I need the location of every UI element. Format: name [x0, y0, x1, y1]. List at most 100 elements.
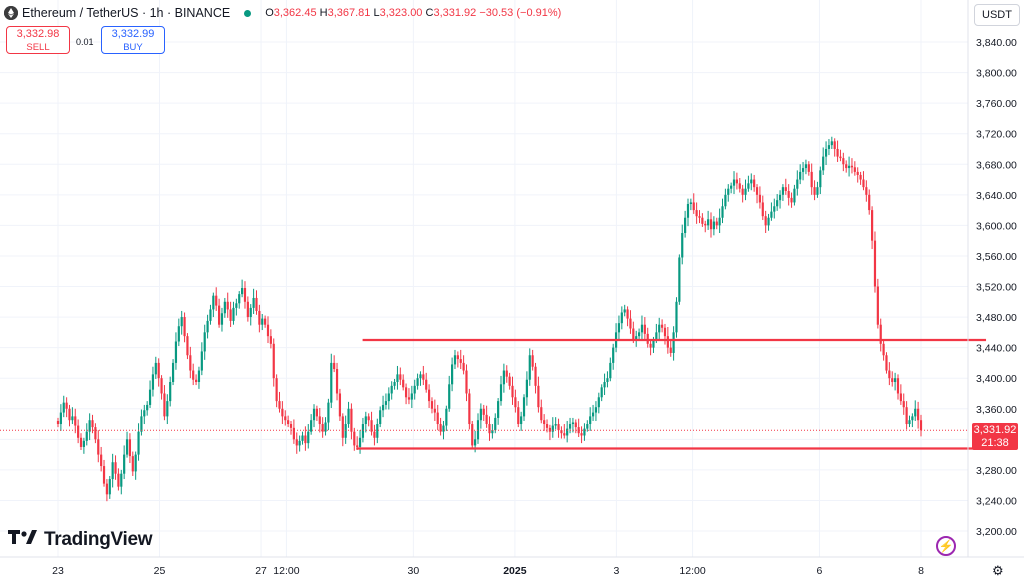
candle-body [370, 420, 373, 432]
candle-body [157, 362, 160, 379]
candle-body [640, 324, 644, 333]
candle-body [295, 439, 298, 446]
candle-body [422, 374, 425, 380]
price-tick-label: 3,520.00 [976, 282, 1017, 294]
candle-body [508, 376, 511, 386]
candle-body [517, 407, 520, 425]
candle-body [758, 194, 762, 203]
candle-body [485, 414, 488, 425]
candle-body [830, 141, 833, 146]
candle-body [148, 389, 152, 405]
candle-body [856, 171, 859, 175]
candle-body [56, 420, 60, 425]
price-tick-label: 3,600.00 [976, 220, 1017, 232]
price-tick-label: 3,400.00 [976, 373, 1017, 385]
candle-body [338, 393, 342, 417]
candle-body [776, 200, 779, 207]
candle-body [284, 416, 287, 421]
time-tick-label: 3 [613, 565, 619, 577]
candle-body [217, 305, 221, 325]
candle-body [381, 404, 385, 411]
candle-body [764, 216, 767, 226]
candle-body [540, 407, 543, 421]
candle-body [166, 401, 169, 417]
candle-body [321, 424, 324, 432]
candle-body [661, 324, 664, 328]
currency-selector[interactable]: USDT [974, 4, 1020, 26]
price-tick-label: 3,280.00 [976, 465, 1017, 477]
candle-body [497, 401, 500, 418]
candle-body [919, 420, 923, 431]
gear-icon[interactable]: ⚙ [992, 563, 1004, 578]
last-price-label: 3,331.92 21:38 [972, 423, 1018, 450]
candle-body [143, 410, 146, 417]
candle-body [675, 301, 678, 333]
candle-body [258, 310, 261, 325]
candle-body [686, 203, 690, 218]
candle-body [824, 148, 828, 157]
candle-body [330, 362, 333, 403]
price-tick-label: 3,440.00 [976, 343, 1017, 355]
candle-body [658, 324, 661, 333]
candle-body [350, 408, 353, 432]
drawn-lines [356, 338, 987, 450]
candle-body [545, 424, 549, 428]
symbol-title[interactable]: Ethereum / TetherUS · 1h · BINANCE [22, 6, 231, 20]
candle-body [721, 206, 724, 218]
candle-body [620, 312, 623, 324]
candle-body [442, 425, 445, 432]
market-open-dot-icon [244, 9, 252, 17]
candle-body [888, 370, 891, 379]
candle-body [361, 424, 365, 438]
candle-body [102, 466, 106, 484]
candle-body [137, 431, 140, 455]
buy-button[interactable]: 3,332.99 BUY [101, 26, 165, 54]
candle-body [407, 397, 411, 400]
tradingview-logo[interactable]: TradingView [8, 528, 153, 551]
candle-body [896, 378, 900, 394]
time-tick-label: 23 [52, 565, 64, 577]
candle-body [100, 454, 103, 467]
sell-button[interactable]: 3,332.98 SELL [6, 26, 70, 54]
candle-body [416, 378, 419, 386]
candle-body [77, 425, 80, 438]
candle-body [571, 422, 575, 425]
candle-body [97, 439, 100, 455]
flash-icon[interactable]: ⚡ [936, 536, 956, 556]
candle-body [197, 370, 201, 383]
candle-body [899, 393, 902, 402]
candle-body [252, 297, 255, 308]
candle-body [396, 374, 399, 383]
price-tick-label: 3,800.00 [976, 68, 1017, 80]
candle-body [301, 435, 304, 441]
candle-body [200, 351, 203, 371]
candle-body [663, 327, 667, 337]
buy-price: 3,332.99 [111, 28, 155, 40]
candle-body [755, 187, 759, 195]
candle-body [71, 416, 74, 421]
time-tick-label: 8 [918, 565, 924, 577]
candle-body [189, 355, 192, 371]
candle-body [298, 440, 301, 446]
candle-body [580, 433, 583, 436]
candle-body [790, 197, 793, 203]
candle-body [842, 158, 845, 165]
candle-body [353, 431, 356, 446]
candle-body [781, 187, 785, 195]
price-tick-label: 3,200.00 [976, 526, 1017, 538]
candle-body [160, 378, 163, 394]
candle-body [82, 440, 85, 447]
candle-body [894, 378, 897, 383]
candle-body [839, 156, 842, 159]
candle-body [873, 240, 877, 287]
candle-body [885, 355, 888, 371]
candle-body [514, 397, 517, 408]
brand-name: TradingView [44, 528, 153, 550]
candle-body [154, 362, 157, 375]
buy-label: BUY [123, 42, 143, 53]
candle-body [232, 307, 235, 321]
candle-body [264, 318, 267, 325]
candle-body [727, 188, 730, 195]
candle-body [471, 424, 474, 446]
